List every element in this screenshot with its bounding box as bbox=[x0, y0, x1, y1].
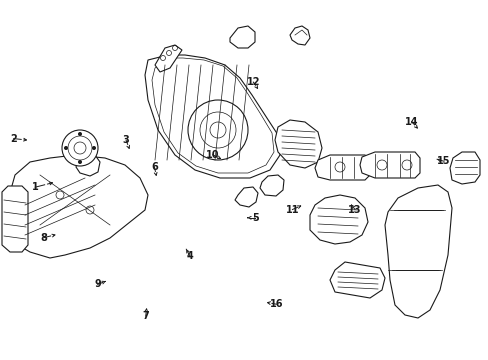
Text: 5: 5 bbox=[251, 213, 258, 223]
Polygon shape bbox=[2, 186, 28, 252]
Text: 3: 3 bbox=[122, 135, 129, 145]
Polygon shape bbox=[274, 120, 321, 168]
Polygon shape bbox=[145, 55, 280, 178]
Polygon shape bbox=[76, 155, 100, 176]
Text: 6: 6 bbox=[151, 162, 158, 172]
Circle shape bbox=[78, 132, 82, 136]
Polygon shape bbox=[359, 152, 419, 178]
Text: 13: 13 bbox=[347, 204, 361, 215]
Polygon shape bbox=[229, 26, 254, 48]
Text: 11: 11 bbox=[285, 204, 299, 215]
Polygon shape bbox=[260, 175, 284, 196]
Text: 2: 2 bbox=[10, 134, 17, 144]
Polygon shape bbox=[329, 262, 384, 298]
Text: 1: 1 bbox=[32, 182, 39, 192]
Polygon shape bbox=[8, 155, 148, 258]
Text: 8: 8 bbox=[41, 233, 47, 243]
Circle shape bbox=[78, 160, 82, 164]
Polygon shape bbox=[155, 45, 182, 72]
Circle shape bbox=[64, 146, 68, 150]
Text: 14: 14 bbox=[404, 117, 418, 127]
Polygon shape bbox=[235, 187, 258, 207]
Text: 10: 10 bbox=[205, 150, 219, 160]
Polygon shape bbox=[309, 195, 367, 244]
Polygon shape bbox=[314, 155, 369, 180]
Text: 12: 12 bbox=[246, 77, 260, 87]
Circle shape bbox=[92, 146, 96, 150]
Text: 16: 16 bbox=[269, 299, 283, 309]
Text: 9: 9 bbox=[94, 279, 101, 289]
Polygon shape bbox=[289, 26, 309, 45]
Circle shape bbox=[62, 130, 98, 166]
Text: 7: 7 bbox=[142, 311, 149, 321]
Polygon shape bbox=[449, 152, 479, 184]
Polygon shape bbox=[384, 185, 451, 318]
Text: 4: 4 bbox=[186, 251, 193, 261]
Text: 15: 15 bbox=[436, 156, 450, 166]
